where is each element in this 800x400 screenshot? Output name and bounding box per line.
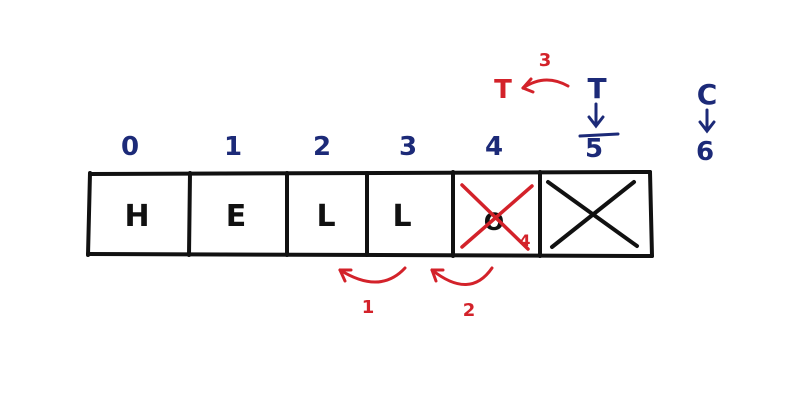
cell-char-3: L [392, 199, 411, 234]
cell-char-2: L [316, 199, 335, 234]
step-1-arrow [338, 266, 407, 284]
cell-4-cross [460, 183, 534, 251]
index-label-4: 4 [485, 132, 503, 162]
tail-pointer-label: T [587, 72, 606, 105]
index-label-1: 1 [224, 132, 242, 162]
old-tail-label: T [494, 75, 512, 105]
capacity-pointer-arrow [698, 108, 716, 134]
cell-divider-6 [648, 170, 654, 258]
capacity-pointer-label: C [697, 78, 718, 111]
step-3-label: 3 [539, 50, 552, 71]
index-label-3: 3 [399, 132, 417, 162]
cell-divider-0 [86, 171, 92, 257]
step-2-label: 2 [463, 300, 476, 321]
cell-5-cross [546, 180, 639, 249]
step-4-label: 4 [519, 231, 530, 250]
cell-char-0: H [124, 199, 149, 234]
step-3-arrow [521, 77, 570, 94]
capacity-index-label: 6 [696, 137, 714, 167]
step-2-arrow [430, 266, 494, 286]
step-1-label: 1 [362, 297, 375, 318]
index-label-2: 2 [313, 132, 331, 162]
index-label-0: 0 [121, 132, 139, 162]
tail-pointer-arrow [578, 102, 620, 138]
cell-divider-1 [187, 171, 192, 257]
array-frame [86, 170, 654, 258]
array-top-border [88, 170, 652, 176]
cell-char-1: E [226, 199, 247, 234]
tail-index-label: 5 [585, 134, 603, 164]
array-bottom-border [86, 252, 654, 258]
